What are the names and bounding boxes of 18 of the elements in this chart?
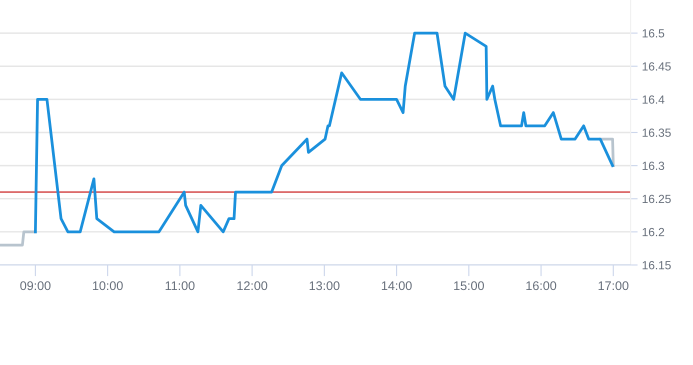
y-tick-label: 16.35 xyxy=(642,128,671,137)
x-tick-label: 09:00 xyxy=(20,281,51,290)
x-tick-label: 10:00 xyxy=(92,281,123,290)
y-tick-label: 16.2 xyxy=(642,228,664,236)
y-tick-label: 16.3 xyxy=(642,162,664,170)
x-tick-label: 11:00 xyxy=(166,281,195,290)
x-tick-label: 16:00 xyxy=(526,281,556,290)
x-tick-label: 14:00 xyxy=(382,281,412,290)
line-series xyxy=(34,32,614,234)
x-tick-label: 15:00 xyxy=(454,281,484,290)
x-tick-label: 17:00 xyxy=(598,281,628,290)
y-tick-label: 16.15 xyxy=(642,261,671,270)
y-tick-label: 16.4 xyxy=(642,95,664,104)
y-tick-label: 16.45 xyxy=(642,62,671,71)
x-tick-label: 13:00 xyxy=(310,281,340,290)
y-tick-label: 16.25 xyxy=(642,194,671,204)
x-tick-label: 12:00 xyxy=(237,281,268,290)
y-tick-label: 16.5 xyxy=(642,29,664,38)
